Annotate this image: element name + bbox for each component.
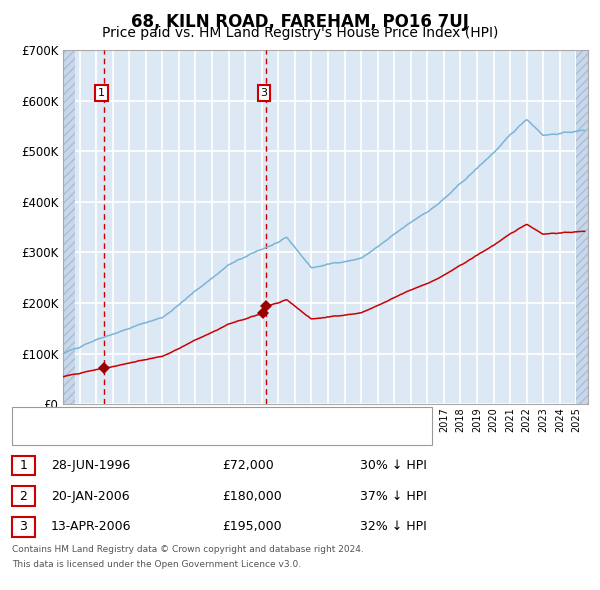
Text: £72,000: £72,000 <box>222 459 274 472</box>
Bar <box>577 50 588 404</box>
Text: Contains HM Land Registry data © Crown copyright and database right 2024.: Contains HM Land Registry data © Crown c… <box>12 545 364 554</box>
Text: 3: 3 <box>260 88 268 98</box>
Text: 3: 3 <box>19 520 28 533</box>
Text: 20-JAN-2006: 20-JAN-2006 <box>51 490 130 503</box>
Text: 13-APR-2006: 13-APR-2006 <box>51 520 131 533</box>
Text: 37% ↓ HPI: 37% ↓ HPI <box>360 490 427 503</box>
Bar <box>63 50 74 404</box>
Text: This data is licensed under the Open Government Licence v3.0.: This data is licensed under the Open Gov… <box>12 560 301 569</box>
Text: 1: 1 <box>19 459 28 472</box>
Text: 30% ↓ HPI: 30% ↓ HPI <box>360 459 427 472</box>
Text: 32% ↓ HPI: 32% ↓ HPI <box>360 520 427 533</box>
Text: 2: 2 <box>19 490 28 503</box>
Text: £180,000: £180,000 <box>222 490 282 503</box>
Text: 68, KILN ROAD, FAREHAM, PO16 7UJ: 68, KILN ROAD, FAREHAM, PO16 7UJ <box>131 13 469 31</box>
Text: Price paid vs. HM Land Registry's House Price Index (HPI): Price paid vs. HM Land Registry's House … <box>102 26 498 40</box>
Text: HPI: Average price, detached house, Fareham: HPI: Average price, detached house, Fare… <box>63 431 301 441</box>
Text: 68, KILN ROAD, FAREHAM, PO16 7UJ (detached house): 68, KILN ROAD, FAREHAM, PO16 7UJ (detach… <box>63 413 346 423</box>
Text: 28-JUN-1996: 28-JUN-1996 <box>51 459 130 472</box>
Text: 1: 1 <box>98 88 105 98</box>
Text: £195,000: £195,000 <box>222 520 281 533</box>
